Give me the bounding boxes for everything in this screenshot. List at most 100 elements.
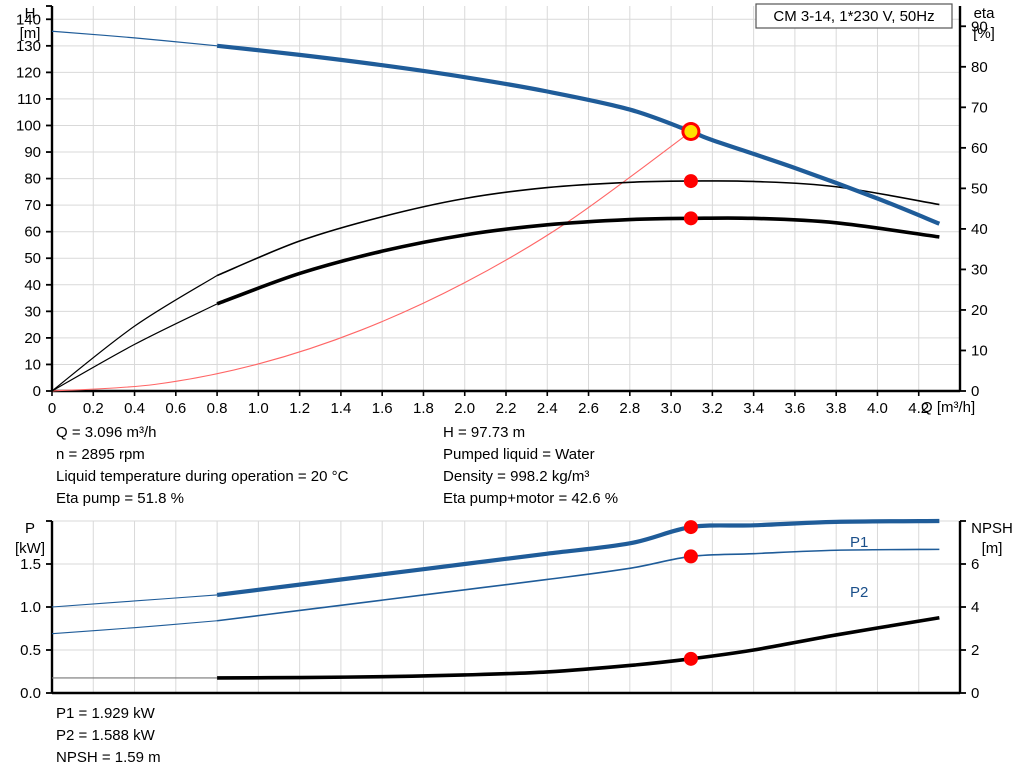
bottom-left-tick-label: 1.0 (20, 599, 41, 616)
top-chart: 0 0.2 0.4 0.6 0.8 1.0 1.2 1.4 1.6 1.8 2.0 2.2 2.4 2.6… (16, 3, 995, 417)
top-right-tick-label: 0 (971, 383, 979, 400)
top-x-tick-label: 1.4 (330, 400, 351, 417)
top-x-tick-label: 2.2 (496, 400, 517, 417)
eta-pump-curve-extrapolated (51, 274, 218, 392)
eta-pump-motor-curve-extrapolated (51, 303, 218, 392)
top-x-tick-label: 0 (48, 400, 56, 417)
top-right-tick-label: 30 (971, 261, 988, 278)
npsh-curve (217, 615, 940, 680)
eta-pump-curve (216, 180, 940, 277)
top-x-tick-label: 1.0 (248, 400, 269, 417)
top-right-tick-label: 10 (971, 342, 988, 359)
top-left-tick-label: 10 (24, 356, 41, 373)
operating-data-bottom: P1 = 1.929 kW P2 = 1.588 kW NPSH = 1.59 … (56, 705, 161, 766)
top-left-tick-label: 110 (17, 91, 41, 108)
system-curve (51, 131, 692, 392)
top-left-tick-label: 30 (24, 303, 41, 320)
top-x-tick-label: 1.6 (372, 400, 393, 417)
bottom-chart: 0.0 0.5 1.0 1.5 0 2 4 6 P [kW] NPSH [m] P1 P2 (15, 518, 1013, 702)
top-left-tick-label: 60 (24, 224, 41, 241)
p1-curve (216, 518, 940, 598)
bottom-left-tick-label: 0.0 (20, 685, 41, 702)
operating-data-top: Q = 3.096 m³/h n = 2895 rpm Liquid tempe… (56, 424, 618, 507)
bottom-right-tick-label: 2 (971, 642, 979, 659)
info-top-col1-line3: Liquid temperature during operation = 20… (56, 468, 349, 485)
p2-curve-label: P2 (850, 584, 868, 601)
info-top-col1-line2: n = 2895 rpm (56, 446, 145, 463)
top-right-tick-label: 60 (971, 140, 988, 157)
top-x-tick-label: 2.6 (578, 400, 599, 417)
top-right-tick-label: 20 (971, 302, 988, 319)
bottom-left-tick-label: 0.5 (20, 642, 41, 659)
top-x-tick-label: 3.6 (784, 400, 805, 417)
top-left-axis-label-line2: [m] (20, 25, 41, 42)
p1-curve-label: P1 (850, 534, 868, 551)
top-left-tick-label: 120 (16, 64, 41, 81)
duty-marker-eta-pump (683, 174, 698, 189)
duty-marker-eta-pump-motor (683, 211, 698, 226)
p2-curve (216, 548, 940, 622)
bottom-right-axis-label-line2: [m] (982, 540, 1003, 557)
top-x-tick-label: 3.8 (826, 400, 847, 417)
top-chart-duty-markers (681, 122, 701, 226)
top-left-tick-label: 90 (24, 144, 41, 161)
top-x-tick-label: 1.8 (413, 400, 434, 417)
top-left-axis-label-line1: H (25, 5, 36, 22)
top-x-tick-label: 2.8 (619, 400, 640, 417)
info-top-col2-line3: Density = 998.2 kg/m³ (443, 468, 589, 485)
top-left-tick-label: 0 (33, 383, 41, 400)
duty-marker-p1 (683, 520, 698, 535)
info-top-col1-line4: Eta pump = 51.8 % (56, 490, 184, 507)
top-right-tick-label: 90 (971, 18, 988, 35)
top-x-tick-label: 2.4 (537, 400, 558, 417)
bottom-left-axis-label-line1: P (25, 520, 35, 537)
bottom-chart-ticks: 0.0 0.5 1.0 1.5 0 2 4 6 (20, 520, 979, 702)
top-x-tick-label: 0.8 (207, 400, 228, 417)
bottom-right-tick-label: 6 (971, 556, 979, 573)
top-left-tick-label: 80 (24, 171, 41, 188)
top-right-tick-label: 40 (971, 221, 988, 238)
top-right-tick-label: 70 (971, 99, 988, 116)
duty-marker-npsh (683, 651, 698, 666)
eta-pump-motor-curve (216, 216, 940, 306)
top-right-tick-label: 80 (971, 59, 988, 76)
top-x-tick-label: 4.2 (908, 400, 929, 417)
chart-title-label: CM 3-14, 1*230 V, 50Hz (773, 8, 934, 25)
bottom-right-tick-label: 4 (971, 599, 979, 616)
p1-curve-extrapolated (51, 594, 218, 608)
bottom-chart-duty-markers (683, 520, 698, 666)
duty-point-marker (684, 125, 698, 139)
top-x-tick-label: 0.2 (83, 400, 104, 417)
top-x-tick-label: 1.2 (289, 400, 310, 417)
info-bottom-line1: P1 = 1.929 kW (56, 705, 156, 722)
top-x-tick-label: 2.0 (454, 400, 475, 417)
p2-curve-extrapolated (51, 620, 218, 635)
bottom-right-axis-label-line1: NPSH (971, 520, 1013, 537)
info-top-col2-line4: Eta pump+motor = 42.6 % (443, 490, 618, 507)
bottom-left-tick-label: 1.5 (20, 556, 41, 573)
head-curve-extrapolated (51, 30, 218, 47)
top-chart-gridlines (51, 6, 960, 392)
top-left-tick-label: 140 (16, 11, 41, 28)
top-x-tick-label: 3.2 (702, 400, 723, 417)
top-left-tick-label: 70 (24, 197, 41, 214)
top-x-tick-label: 0.4 (124, 400, 145, 417)
info-top-col2-line2: Pumped liquid = Water (443, 446, 595, 463)
info-top-col1-line1: Q = 3.096 m³/h (56, 424, 156, 441)
top-left-tick-label: 100 (16, 117, 41, 134)
top-x-tick-label: 0.6 (165, 400, 186, 417)
top-x-tick-label: 3.4 (743, 400, 764, 417)
head-curve (216, 43, 941, 226)
chart-title-box: CM 3-14, 1*230 V, 50Hz (755, 3, 953, 29)
top-chart-ticks: 0 0.2 0.4 0.6 0.8 1.0 1.2 1.4 1.6 1.8 2.0 2.2 2.4 2.6… (16, 5, 988, 417)
bottom-chart-gridlines (51, 520, 960, 694)
top-left-tick-label: 40 (24, 277, 41, 294)
top-x-tick-label: 3.0 (661, 400, 682, 417)
bottom-right-tick-label: 0 (971, 685, 979, 702)
bottom-left-axis-label-line2: [kW] (15, 540, 45, 557)
top-right-tick-label: 50 (971, 180, 988, 197)
top-left-tick-label: 50 (24, 250, 41, 267)
top-left-tick-label: 20 (24, 330, 41, 347)
